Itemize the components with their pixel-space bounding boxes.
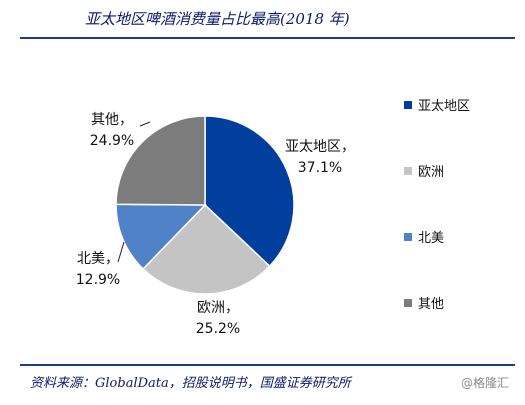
slice-label-value: 25.2% bbox=[196, 321, 240, 337]
pie-slice-2 bbox=[142, 203, 271, 295]
pie-slice-1 bbox=[204, 115, 295, 268]
legend-swatch bbox=[404, 167, 412, 175]
legend-label: 其他 bbox=[418, 297, 444, 312]
legend-swatch bbox=[404, 299, 412, 307]
slice-label-name: 欧洲， bbox=[197, 300, 239, 316]
slice-label-name: 亚太地区， bbox=[285, 139, 355, 155]
legend-label: 欧洲 bbox=[418, 165, 444, 180]
bottom-rule bbox=[20, 364, 515, 366]
legend-label: 北美 bbox=[418, 231, 444, 246]
source-note: 资料来源：GlobalData，招股说明书，国盛证券研究所 bbox=[30, 376, 351, 391]
slice-labels: 亚太地区， 37.1% 欧洲， 25.2% 北美， 12.9% 其他， 24.9% bbox=[76, 112, 355, 337]
leader-line bbox=[139, 121, 151, 127]
legend-swatch bbox=[404, 101, 412, 109]
pie-slices bbox=[115, 115, 295, 295]
pie-slice-4 bbox=[115, 115, 206, 206]
top-rule bbox=[20, 37, 515, 39]
slice-label-value: 37.1% bbox=[298, 160, 342, 176]
pie-slice-3 bbox=[115, 203, 207, 271]
leader-line bbox=[117, 241, 125, 263]
legend-label: 亚太地区 bbox=[418, 99, 470, 114]
slice-label-value: 24.9% bbox=[90, 133, 134, 149]
slice-label-name: 北美， bbox=[77, 251, 119, 267]
legend-swatch bbox=[404, 233, 412, 241]
slice-label-value: 12.9% bbox=[76, 272, 120, 288]
slice-label-name: 其他， bbox=[91, 112, 133, 128]
label-leaders bbox=[117, 121, 151, 263]
watermark: @格隆汇 bbox=[460, 376, 509, 390]
chart-title: 亚太地区啤酒消费量占比最高(2018 年) bbox=[85, 10, 350, 28]
